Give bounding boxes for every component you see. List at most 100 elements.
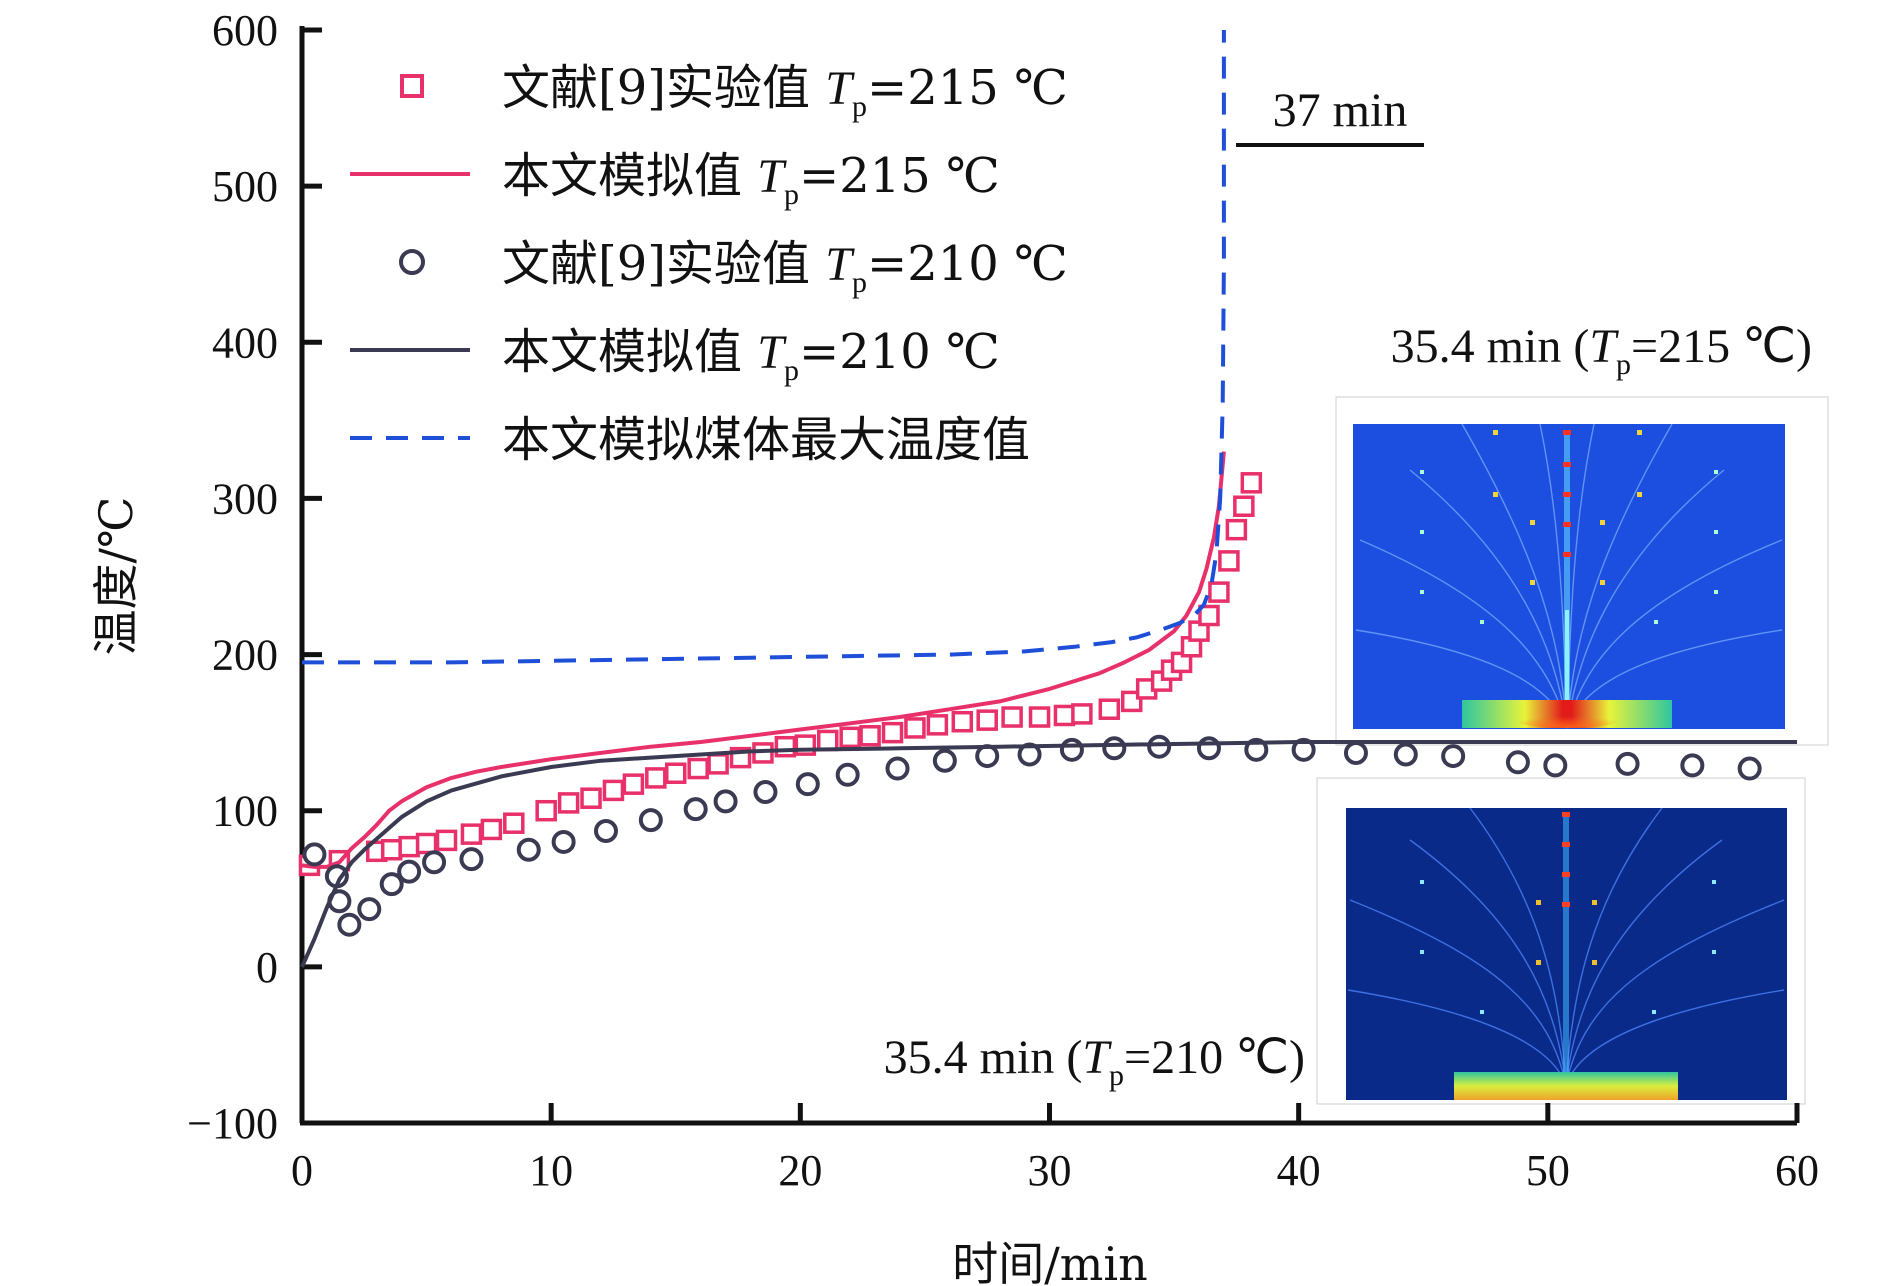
annotation-37min: 37 min xyxy=(1273,84,1408,137)
legend-label: 本文模拟值 Tp=215 ℃ xyxy=(502,148,1000,211)
data-point-circle xyxy=(1244,737,1269,762)
data-point-square xyxy=(645,767,667,789)
data-point-square xyxy=(881,721,904,744)
data-point-circle xyxy=(795,772,820,797)
data-point-circle xyxy=(397,859,422,884)
data-point-square xyxy=(1218,550,1240,572)
data-point-circle xyxy=(357,897,382,922)
data-point-square xyxy=(1225,518,1248,541)
data-point-circle xyxy=(1543,753,1568,778)
y-tick-label: 100 xyxy=(212,787,278,836)
data-point-circle xyxy=(683,797,708,822)
data-point-square xyxy=(904,717,926,739)
data-point-circle xyxy=(1102,736,1127,761)
data-point-circle xyxy=(1505,750,1530,775)
data-point-square xyxy=(557,792,580,814)
data-point-square xyxy=(976,709,998,731)
legend-marker-square xyxy=(400,74,424,98)
legend-marker-circle xyxy=(399,249,425,275)
data-point-circle xyxy=(638,808,663,833)
data-point-circle xyxy=(337,912,362,937)
data-point-square xyxy=(1053,704,1076,727)
data-point-square xyxy=(535,799,557,822)
data-point-circle xyxy=(1441,744,1466,769)
data-point-square xyxy=(1198,604,1220,627)
data-point-square xyxy=(602,779,625,802)
data-point-square xyxy=(816,729,839,752)
data-point-square xyxy=(926,714,949,736)
x-tick-label: 0 xyxy=(291,1146,313,1195)
data-point-square xyxy=(580,787,602,809)
legend-label: 文献[9]实验值 Tp=215 ℃ xyxy=(502,60,1068,123)
data-point-circle xyxy=(422,850,447,875)
data-point-square xyxy=(859,725,881,747)
legend-label: 文献[9]实验值 Tp=210 ℃ xyxy=(502,236,1068,299)
data-point-circle xyxy=(1196,736,1221,761)
plot-area xyxy=(298,30,1797,968)
data-point-circle xyxy=(1680,753,1705,778)
legend-label: 本文模拟值 Tp=210 ℃ xyxy=(502,324,1000,387)
data-point-square xyxy=(1098,698,1121,720)
data-point-square xyxy=(415,832,438,855)
y-tick-label: 200 xyxy=(212,631,278,680)
x-tick-label: 40 xyxy=(1277,1146,1321,1195)
y-tick-label: 0 xyxy=(256,943,278,992)
data-point-square xyxy=(1071,703,1093,725)
data-point-circle xyxy=(713,789,738,814)
data-point-circle xyxy=(885,756,910,781)
annotation-inset-215: 35.4 min (Tp=215 ℃) xyxy=(1391,320,1812,381)
series-line-4 xyxy=(302,30,1226,665)
data-point-square xyxy=(398,835,420,858)
data-point-square xyxy=(1233,495,1255,517)
data-point-circle xyxy=(835,762,860,787)
x-tick-label: 20 xyxy=(778,1146,822,1195)
data-point-circle xyxy=(1059,737,1084,762)
inset-210-field xyxy=(1316,777,1806,1105)
data-point-square xyxy=(1028,706,1051,728)
data-point-square xyxy=(380,839,403,861)
legend-label: 本文模拟煤体最大温度值 xyxy=(502,412,1030,468)
data-point-circle xyxy=(975,744,1000,769)
data-point-circle xyxy=(1615,751,1640,776)
data-point-square xyxy=(1208,581,1230,603)
data-point-circle xyxy=(932,748,957,773)
data-point-circle xyxy=(1393,742,1418,767)
x-axis-title: 时间/min xyxy=(952,1237,1147,1286)
data-point-circle xyxy=(302,842,327,867)
data-point-square xyxy=(839,726,861,749)
data-point-circle xyxy=(593,819,618,844)
y-tick-label: −100 xyxy=(187,1099,278,1148)
data-point-square xyxy=(480,818,503,841)
data-point-square xyxy=(1001,706,1023,728)
x-tick-label: 60 xyxy=(1775,1146,1819,1195)
data-point-circle xyxy=(379,872,404,897)
y-axis-title: 温度/℃ xyxy=(89,497,143,656)
y-tick-label: 300 xyxy=(212,474,278,523)
data-point-circle xyxy=(516,837,541,862)
data-point-square xyxy=(687,757,709,780)
data-point-circle xyxy=(753,779,778,804)
data-point-square xyxy=(460,823,483,845)
inset-215-field xyxy=(1335,396,1829,746)
y-tick-label: 400 xyxy=(212,318,278,367)
annotation-inset-210: 35.4 min (Tp=210 ℃) xyxy=(884,1031,1305,1092)
y-tick-label: 600 xyxy=(212,6,278,55)
data-point-square xyxy=(435,829,458,852)
data-point-square xyxy=(1240,472,1263,494)
data-point-square xyxy=(951,710,974,733)
x-tick-label: 10 xyxy=(529,1146,573,1195)
x-tick-label: 30 xyxy=(1028,1146,1072,1195)
y-tick-label: 500 xyxy=(212,162,278,211)
x-tick-label: 50 xyxy=(1526,1146,1570,1195)
data-point-square xyxy=(503,812,525,834)
series-line-3 xyxy=(300,740,1797,968)
data-point-circle xyxy=(1291,737,1316,762)
data-point-circle xyxy=(1147,734,1172,759)
data-point-circle xyxy=(1737,756,1762,781)
data-point-square xyxy=(774,735,797,758)
data-point-square xyxy=(707,753,729,775)
annotations: 37 min 35.4 min (Tp=215 ℃) 35.4 min (Tp=21… xyxy=(884,84,1812,1092)
data-point-square xyxy=(665,762,687,784)
data-point-circle xyxy=(459,847,484,872)
